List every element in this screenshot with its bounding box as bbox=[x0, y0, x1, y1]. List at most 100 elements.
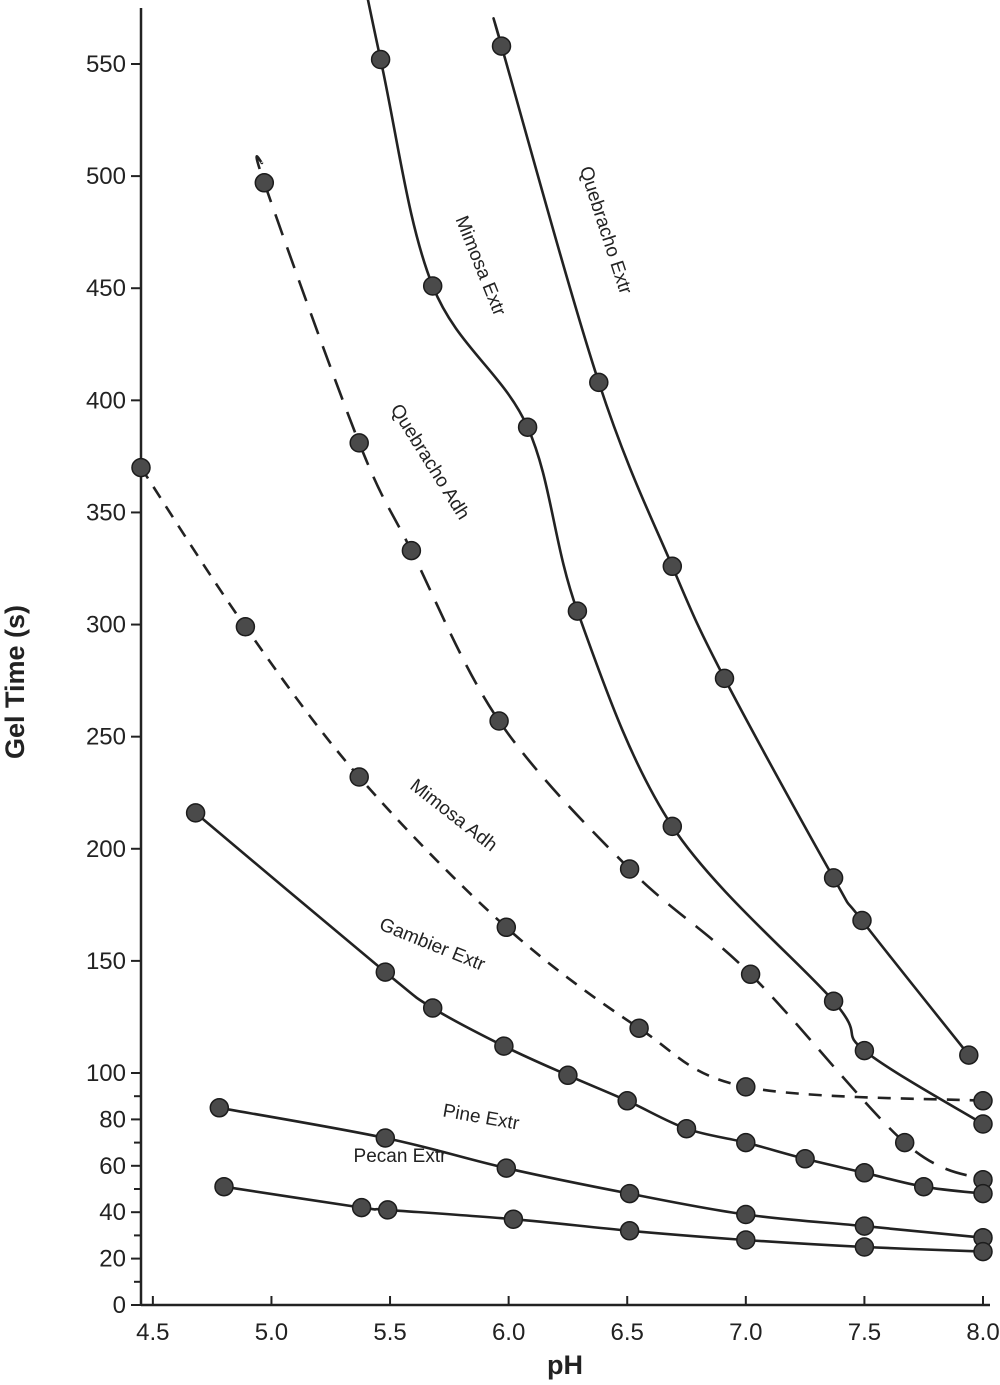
x-tick-label: 5.0 bbox=[255, 1319, 288, 1346]
series-quebracho-extr bbox=[491, 17, 979, 1065]
data-point-pecan-extr bbox=[619, 1221, 640, 1241]
data-point-pine-extr bbox=[619, 1183, 640, 1204]
data-point-mimosa-extr bbox=[973, 1114, 993, 1134]
data-point-quebracho-adh bbox=[894, 1132, 915, 1153]
x-tick-label: 7.5 bbox=[848, 1319, 881, 1346]
series-line-gambier-extr bbox=[194, 811, 984, 1195]
data-point-gambier-extr bbox=[617, 1091, 637, 1111]
y-tick-label: 250 bbox=[86, 724, 126, 751]
series-line-quebracho-adh bbox=[255, 155, 984, 1181]
data-point-pine-extr bbox=[854, 1216, 875, 1236]
y-tick-label: 20 bbox=[99, 1246, 126, 1273]
data-point-pine-extr bbox=[736, 1204, 756, 1225]
data-point-quebracho-adh bbox=[254, 173, 275, 193]
series-label-quebracho-adh: Quebracho Adh bbox=[386, 401, 474, 524]
x-tick-label: 7.0 bbox=[729, 1319, 762, 1346]
y-tick-label: 40 bbox=[99, 1199, 126, 1226]
data-point-quebracho-extr bbox=[959, 1045, 979, 1065]
data-point-gambier-extr bbox=[854, 1163, 875, 1183]
data-point-pecan-extr bbox=[854, 1237, 875, 1257]
data-point-gambier-extr bbox=[736, 1132, 756, 1153]
data-point-pecan-extr bbox=[377, 1200, 398, 1220]
data-point-mimosa-adh bbox=[736, 1077, 756, 1097]
data-point-quebracho-extr bbox=[491, 36, 512, 56]
data-point-mimosa-extr bbox=[662, 816, 683, 837]
data-point-pine-extr bbox=[209, 1098, 230, 1118]
data-point-quebracho-extr bbox=[589, 372, 609, 393]
series-pecan-extr bbox=[214, 1176, 993, 1262]
series-label-pine-extr: Pine Extr bbox=[441, 1101, 521, 1135]
data-point-gambier-extr bbox=[185, 803, 206, 823]
data-point-pecan-extr bbox=[973, 1241, 993, 1262]
y-tick-label: 500 bbox=[86, 163, 126, 190]
x-tick-label: 8.0 bbox=[966, 1319, 999, 1346]
y-tick-label: 350 bbox=[86, 499, 126, 526]
x-tick-label: 5.5 bbox=[373, 1319, 406, 1346]
data-point-mimosa-adh bbox=[235, 617, 256, 637]
data-point-quebracho-extr bbox=[662, 556, 683, 577]
data-point-gambier-extr bbox=[676, 1118, 697, 1139]
series-pine-extr bbox=[209, 1098, 993, 1248]
y-tick-label: 0 bbox=[113, 1292, 126, 1319]
data-point-quebracho-extr bbox=[714, 668, 735, 689]
data-point-gambier-extr bbox=[973, 1183, 993, 1204]
x-tick-label: 6.0 bbox=[492, 1319, 525, 1346]
data-point-quebracho-adh bbox=[401, 540, 422, 561]
data-point-gambier-extr bbox=[913, 1176, 934, 1197]
series-gambier-extr bbox=[185, 803, 993, 1204]
y-tick-label: 450 bbox=[86, 275, 126, 302]
data-point-mimosa-extr bbox=[422, 276, 443, 296]
data-point-mimosa-adh bbox=[496, 917, 517, 938]
data-point-quebracho-adh bbox=[619, 859, 640, 879]
data-point-quebracho-adh bbox=[740, 964, 761, 985]
x-tick-label: 6.5 bbox=[611, 1319, 644, 1346]
series-line-quebracho-extr bbox=[492, 17, 970, 1056]
data-point-gambier-extr bbox=[375, 962, 396, 982]
data-point-mimosa-adh bbox=[349, 767, 369, 787]
x-axis-title: pH bbox=[547, 1350, 583, 1380]
series-line-mimosa-extr bbox=[366, 0, 984, 1126]
data-point-quebracho-extr bbox=[852, 910, 872, 931]
axes bbox=[139, 8, 990, 1307]
y-tick-label: 60 bbox=[99, 1153, 126, 1180]
y-tick-label: 150 bbox=[86, 948, 126, 975]
data-point-pecan-extr bbox=[736, 1230, 756, 1250]
data-point-gambier-extr bbox=[795, 1149, 815, 1169]
y-ticks: 0 20 40 60 80 100 150 200 250 300 350 400 450 500 550 bbox=[86, 51, 141, 1319]
data-point-quebracho-adh bbox=[489, 711, 509, 731]
series-label-pecan-extr: Pecan Extr bbox=[354, 1146, 448, 1167]
y-axis-title: Gel Time (s) bbox=[0, 605, 30, 759]
y-tick-label: 80 bbox=[99, 1106, 126, 1133]
x-tick-label: 4.5 bbox=[136, 1319, 169, 1346]
series-mimosa-adh bbox=[131, 457, 993, 1111]
data-point-gambier-extr bbox=[422, 998, 443, 1018]
data-point-mimosa-extr bbox=[370, 49, 391, 70]
data-point-quebracho-adh bbox=[349, 433, 369, 453]
y-tick-label: 300 bbox=[86, 612, 126, 639]
data-point-mimosa-extr bbox=[517, 417, 538, 437]
data-point-pine-extr bbox=[375, 1128, 396, 1148]
series-layer bbox=[131, 0, 993, 1262]
data-point-gambier-extr bbox=[558, 1065, 578, 1086]
data-point-mimosa-extr bbox=[823, 991, 844, 1011]
series-quebracho-adh bbox=[254, 155, 993, 1190]
series-label-quebracho-extr: Quebracho Extr bbox=[575, 164, 636, 298]
data-point-pecan-extr bbox=[503, 1209, 524, 1229]
y-tick-label: 400 bbox=[86, 387, 126, 414]
y-tick-label: 550 bbox=[86, 51, 126, 78]
data-point-pine-extr bbox=[496, 1158, 517, 1178]
series-mimosa-extr bbox=[366, 0, 993, 1134]
data-point-quebracho-extr bbox=[823, 868, 844, 888]
data-point-pecan-extr bbox=[214, 1176, 234, 1197]
data-point-mimosa-extr bbox=[567, 601, 588, 621]
data-point-pecan-extr bbox=[351, 1197, 372, 1218]
data-point-mimosa-adh bbox=[629, 1018, 649, 1038]
series-label-mimosa-extr: Mimosa Extr bbox=[451, 213, 510, 319]
data-point-mimosa-adh bbox=[131, 457, 151, 478]
data-point-mimosa-extr bbox=[854, 1040, 875, 1061]
y-tick-label: 200 bbox=[86, 836, 126, 863]
data-point-mimosa-adh bbox=[973, 1091, 993, 1111]
data-point-gambier-extr bbox=[494, 1036, 514, 1056]
